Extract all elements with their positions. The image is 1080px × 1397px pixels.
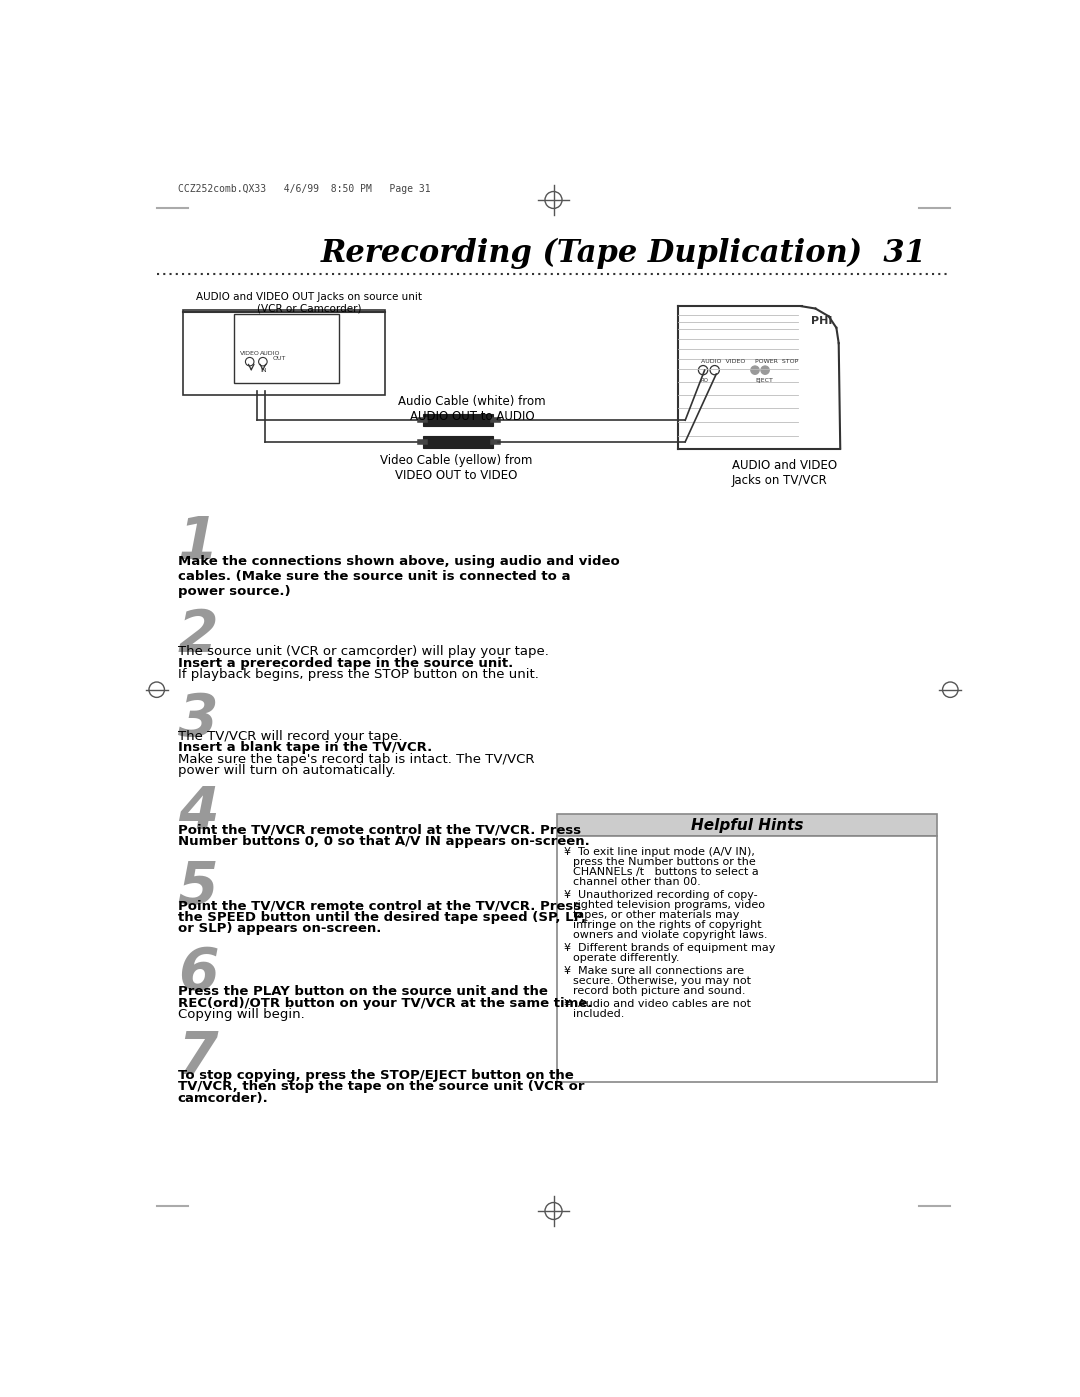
- Text: ¥  Different brands of equipment may: ¥ Different brands of equipment may: [564, 943, 775, 953]
- Text: RO: RO: [701, 379, 708, 383]
- Text: Copying will begin.: Copying will begin.: [177, 1009, 305, 1021]
- Circle shape: [760, 366, 769, 374]
- Bar: [183, 310, 384, 395]
- Text: 7: 7: [177, 1028, 218, 1085]
- Text: Insert a prerecorded tape in the source unit.: Insert a prerecorded tape in the source …: [177, 657, 513, 669]
- Text: 3: 3: [177, 692, 218, 749]
- Text: power will turn on automatically.: power will turn on automatically.: [177, 764, 395, 777]
- Text: To stop copying, press the STOP/EJECT button on the: To stop copying, press the STOP/EJECT bu…: [177, 1069, 573, 1081]
- Text: AUDIO  VIDEO: AUDIO VIDEO: [701, 359, 745, 365]
- Text: CHANNELs /t   buttons to select a: CHANNELs /t buttons to select a: [572, 866, 758, 877]
- Text: Rerecording (Tape Duplication)  31: Rerecording (Tape Duplication) 31: [321, 239, 927, 270]
- Bar: [423, 436, 494, 448]
- Text: AUDIO and VIDEO OUT Jacks on source unit
(VCR or Camcorder): AUDIO and VIDEO OUT Jacks on source unit…: [197, 292, 422, 314]
- Text: press the Number buttons or the: press the Number buttons or the: [572, 856, 756, 866]
- Text: If playback begins, press the STOP button on the unit.: If playback begins, press the STOP butto…: [177, 668, 539, 682]
- Text: secure. Otherwise, you may not: secure. Otherwise, you may not: [572, 977, 751, 986]
- Text: Video Cable (yellow) from
VIDEO OUT to VIDEO: Video Cable (yellow) from VIDEO OUT to V…: [380, 454, 532, 482]
- Text: Audio Cable (white) from
AUDIO OUT to AUDIO: Audio Cable (white) from AUDIO OUT to AU…: [399, 395, 545, 423]
- Text: operate differently.: operate differently.: [572, 953, 679, 963]
- Text: EJECT: EJECT: [755, 379, 773, 383]
- Text: Helpful Hints: Helpful Hints: [691, 817, 804, 833]
- Text: the SPEED button until the desired tape speed (SP, LP,: the SPEED button until the desired tape …: [177, 911, 585, 923]
- Text: POWER  STOP: POWER STOP: [755, 359, 798, 365]
- Bar: [423, 414, 494, 426]
- Text: AUDIO: AUDIO: [260, 352, 281, 356]
- Text: 6: 6: [177, 946, 218, 1002]
- Text: VIDEO: VIDEO: [240, 352, 259, 356]
- Text: OUT: OUT: [273, 356, 286, 360]
- Text: The TV/VCR will record your tape.: The TV/VCR will record your tape.: [177, 729, 406, 743]
- Text: record both picture and sound.: record both picture and sound.: [572, 986, 745, 996]
- Text: 1: 1: [177, 514, 218, 571]
- Text: IN: IN: [260, 367, 267, 373]
- Text: included.: included.: [572, 1009, 624, 1020]
- Circle shape: [751, 366, 759, 374]
- Text: righted television programs, video: righted television programs, video: [572, 900, 765, 909]
- Text: Number buttons 0, 0 so that A/V IN appears on-screen.: Number buttons 0, 0 so that A/V IN appea…: [177, 835, 590, 848]
- Text: 2: 2: [177, 606, 218, 664]
- Text: ¥  Make sure all connections are: ¥ Make sure all connections are: [564, 967, 744, 977]
- Text: 5: 5: [177, 859, 218, 916]
- Text: tapes, or other materials may: tapes, or other materials may: [572, 909, 739, 919]
- Text: channel other than 00.: channel other than 00.: [572, 877, 701, 887]
- Text: CCZ252comb.QX33   4/6/99  8:50 PM   Page 31: CCZ252comb.QX33 4/6/99 8:50 PM Page 31: [177, 184, 430, 194]
- Text: Point the TV/VCR remote control at the TV/VCR. Press: Point the TV/VCR remote control at the T…: [177, 900, 581, 912]
- Bar: [557, 835, 937, 1083]
- Text: camcorder).: camcorder).: [177, 1091, 268, 1105]
- Text: Insert a blank tape in the TV/VCR.: Insert a blank tape in the TV/VCR.: [177, 742, 432, 754]
- Bar: [557, 814, 937, 835]
- Text: 4: 4: [177, 784, 218, 841]
- Text: owners and violate copyright laws.: owners and violate copyright laws.: [572, 930, 768, 940]
- Text: Press the PLAY button on the source unit and the: Press the PLAY button on the source unit…: [177, 985, 548, 999]
- Text: ¥  To exit line input mode (A/V IN),: ¥ To exit line input mode (A/V IN),: [564, 847, 755, 856]
- Text: PHI: PHI: [811, 316, 833, 327]
- Text: Make sure the tape's record tab is intact. The TV/VCR: Make sure the tape's record tab is intac…: [177, 753, 535, 766]
- Text: ¥  Unauthorized recording of copy-: ¥ Unauthorized recording of copy-: [564, 890, 757, 900]
- Text: Point the TV/VCR remote control at the TV/VCR. Press: Point the TV/VCR remote control at the T…: [177, 824, 581, 837]
- Bar: [234, 314, 339, 383]
- Text: infringe on the rights of copyright: infringe on the rights of copyright: [572, 921, 761, 930]
- Text: ¥  Audio and video cables are not: ¥ Audio and video cables are not: [564, 999, 751, 1009]
- Text: or SLP) appears on-screen.: or SLP) appears on-screen.: [177, 922, 381, 935]
- Text: AUDIO and VIDEO
Jacks on TV/VCR: AUDIO and VIDEO Jacks on TV/VCR: [732, 458, 837, 486]
- Text: REC(ord)/OTR button on your TV/VCR at the same time.: REC(ord)/OTR button on your TV/VCR at th…: [177, 997, 592, 1010]
- Text: Make the connections shown above, using audio and video
cables. (Make sure the s: Make the connections shown above, using …: [177, 555, 619, 598]
- Text: The source unit (VCR or camcorder) will play your tape.: The source unit (VCR or camcorder) will …: [177, 645, 553, 658]
- Text: TV/VCR, then stop the tape on the source unit (VCR or: TV/VCR, then stop the tape on the source…: [177, 1080, 584, 1092]
